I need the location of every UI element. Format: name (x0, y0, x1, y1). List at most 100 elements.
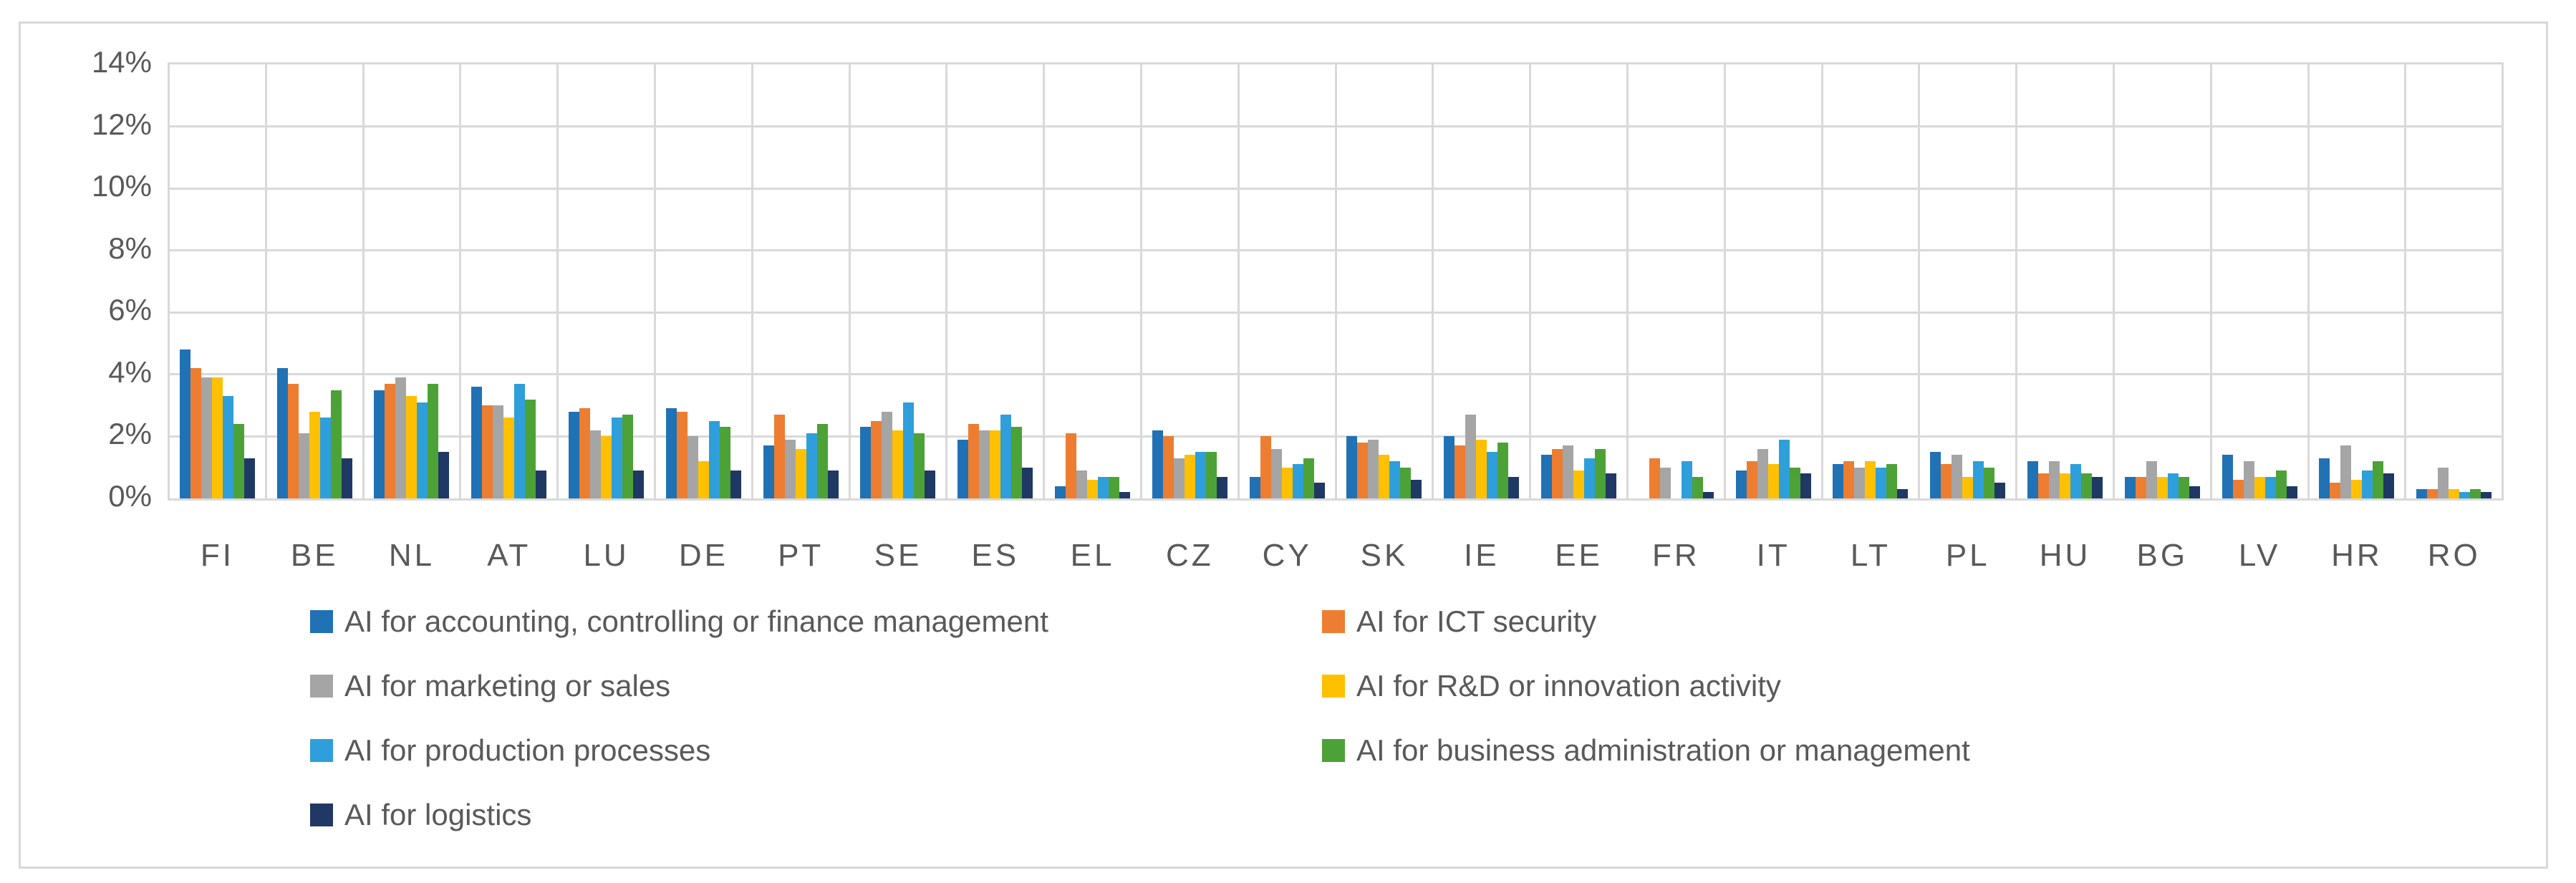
country-group-hr: HR (2310, 64, 2407, 573)
bar (2243, 461, 2254, 498)
x-axis-category-label: AT (487, 538, 531, 573)
bar (428, 383, 439, 498)
bar (633, 471, 645, 498)
bar (1281, 467, 1293, 498)
x-axis-category-label: BG (2136, 538, 2189, 573)
bar (1292, 464, 1303, 498)
legend-item: AI for accounting, controlling or financ… (310, 604, 1322, 639)
country-group-sk: SK (1337, 64, 1434, 573)
bar (1984, 467, 1995, 498)
bar (1767, 464, 1779, 498)
bar (514, 383, 526, 498)
legend-swatch-icon (310, 739, 333, 762)
x-axis-category-label: IT (1756, 538, 1790, 573)
bar (2060, 473, 2071, 498)
legend-swatch-icon (310, 675, 333, 698)
bar (1055, 486, 1066, 498)
bar (784, 439, 796, 498)
y-axis-tick-label: 14% (91, 45, 152, 79)
bar (569, 411, 580, 498)
y-axis-tick-label: 6% (108, 293, 152, 327)
legend-label: AI for business administration or manage… (1356, 733, 1970, 767)
bar (687, 436, 698, 498)
y-axis-tick-label: 8% (108, 231, 152, 265)
bar (1346, 436, 1358, 498)
bar (968, 424, 980, 498)
bar (1476, 439, 1487, 498)
x-axis-category-label: RO (2427, 538, 2481, 573)
legend-label: AI for marketing or sales (344, 669, 671, 703)
bar (816, 424, 828, 498)
bar (2167, 473, 2179, 498)
bar (471, 387, 483, 498)
bar (1109, 476, 1120, 498)
bar (309, 411, 320, 498)
country-group-bg: BG (2115, 64, 2212, 573)
bar (827, 471, 839, 498)
legend-swatch-icon (310, 610, 333, 633)
bar (179, 349, 190, 498)
bar (201, 377, 212, 498)
country-group-es: ES (947, 64, 1046, 573)
country-group-ro: RO (2406, 64, 2502, 573)
bar (871, 420, 882, 498)
bar (1379, 455, 1390, 498)
y-axis-tick-label: 2% (108, 417, 152, 451)
bar (1973, 461, 1984, 498)
bar (892, 430, 904, 498)
bar (1313, 483, 1325, 498)
legend-item: AI for R&D or innovation activity (1322, 669, 1970, 703)
bar (1541, 455, 1553, 498)
bar (2459, 492, 2471, 498)
bar (1400, 467, 1412, 498)
bar (903, 402, 915, 498)
x-axis-category-label: HR (2331, 538, 2383, 573)
y-axis-tick-label: 0% (108, 479, 152, 513)
bar (395, 377, 407, 498)
x-axis-category-label: DE (678, 538, 728, 573)
country-group-se: SE (851, 64, 948, 573)
y-axis-tick-label: 10% (91, 169, 152, 203)
country-group-fi: FI (170, 64, 267, 573)
bar (763, 445, 774, 498)
x-axis-category-label: LT (1850, 538, 1891, 573)
bar (1833, 464, 1844, 498)
country-group-be: BE (267, 64, 365, 573)
country-group-lv: LV (2212, 64, 2310, 573)
country-group-pt: PT (753, 64, 851, 573)
x-axis-category-label: LU (583, 538, 629, 573)
x-axis-category-label: FI (200, 538, 234, 573)
country-group-el: EL (1045, 64, 1142, 573)
bar (1389, 461, 1401, 498)
bar (417, 402, 428, 498)
x-axis-category-label: SE (874, 538, 922, 573)
bar (493, 405, 504, 498)
bar (1865, 461, 1876, 498)
x-axis-category-label: PT (778, 538, 824, 573)
bar (795, 448, 806, 498)
country-group-cy: CY (1240, 64, 1337, 573)
bar (1606, 473, 1617, 498)
chart-outer-border (19, 21, 2548, 869)
bar (612, 418, 623, 498)
bar (882, 411, 893, 498)
bar (2275, 471, 2287, 498)
bar (2362, 471, 2373, 498)
bar (2232, 480, 2244, 498)
bar (287, 383, 299, 498)
bar (2124, 476, 2136, 498)
bar (536, 471, 547, 498)
bar (1184, 455, 1195, 498)
x-axis-category-label: EL (1070, 538, 1115, 573)
bar (2027, 461, 2039, 498)
legend-label: AI for ICT security (1356, 604, 1597, 638)
bar (1357, 443, 1369, 498)
x-axis-category-label: BE (290, 538, 339, 573)
bar (860, 427, 872, 498)
bar (2178, 476, 2189, 498)
legend-label: AI for accounting, controlling or financ… (344, 604, 1048, 638)
country-group-ee: EE (1531, 64, 1629, 573)
bar (482, 405, 493, 498)
bar (1843, 461, 1855, 498)
bar (1941, 464, 1952, 498)
